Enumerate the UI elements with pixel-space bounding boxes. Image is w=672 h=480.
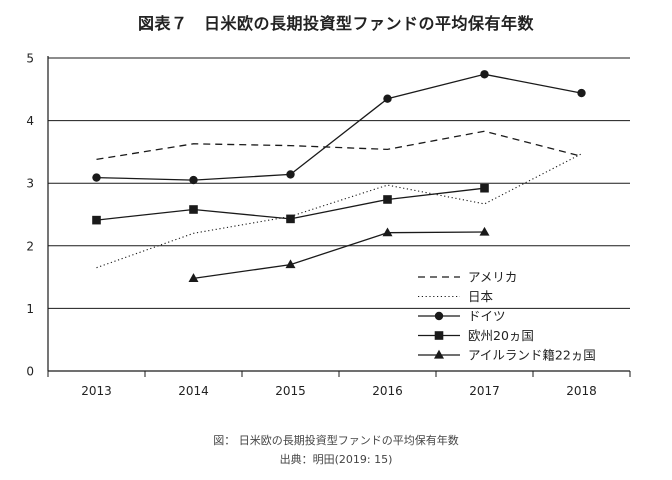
data-point-3-2014 — [189, 205, 198, 214]
x-tick-label-2018: 2018 — [566, 384, 597, 398]
data-point-2-2016 — [383, 94, 392, 103]
data-point-2-2018 — [577, 88, 586, 98]
x-tick-label-2015: 2015 — [275, 384, 306, 398]
legend-marker-3 — [434, 331, 444, 340]
y-tick-label-0: 0 — [26, 365, 34, 379]
data-point-3-2015 — [286, 214, 295, 224]
series-line-1 — [96, 153, 582, 269]
series-lines — [92, 70, 586, 282]
data-point-3-2013 — [92, 215, 101, 225]
data-point-3-2017 — [480, 183, 489, 193]
legend-label-2: ドイツ — [468, 309, 506, 324]
legend-marker-2 — [434, 311, 444, 321]
y-tick-label-5: 5 — [26, 52, 34, 66]
data-point-2-2014 — [189, 175, 198, 185]
data-point-2-2013 — [92, 173, 101, 182]
legend-label-1: 日本 — [468, 289, 494, 304]
grid-lines — [48, 57, 630, 309]
data-point-4-2017 — [479, 226, 490, 236]
legend-label-4: アイルランド籍22ヵ国 — [468, 348, 596, 363]
series-line-2 — [96, 73, 582, 181]
figure-source: 出典：明田(2019: 15) — [279, 453, 393, 466]
series-line-4 — [193, 231, 485, 280]
data-point-2-2017 — [480, 70, 489, 79]
legend-label-3: 欧州20ヵ国 — [468, 328, 534, 343]
y-tick-label-2: 2 — [26, 239, 34, 253]
legend-marker-4 — [434, 349, 444, 359]
data-point-4-2015 — [285, 259, 296, 269]
data-point-4-2014 — [188, 273, 199, 282]
chart-title: 図表７ 日米欧の長期投資型ファンドの平均保有年数 — [137, 14, 534, 33]
y-tick-label-1: 1 — [26, 302, 34, 316]
series-line-0 — [96, 130, 582, 161]
x-tick-label-2017: 2017 — [469, 384, 500, 398]
x-tick-label-2014: 2014 — [178, 384, 209, 398]
y-tick-label-3: 3 — [26, 177, 34, 191]
data-point-2-2015 — [286, 170, 295, 179]
figure-caption: 図： 日米欧の長期投資型ファンドの平均保有年数 — [213, 434, 459, 447]
data-point-3-2016 — [383, 195, 392, 204]
axes: 0 1 2 3 4 5 2013 2014 2015 2016 2017 2018 — [26, 52, 631, 398]
x-tick-label-2016: 2016 — [372, 384, 403, 398]
legend-label-0: アメリカ — [468, 270, 517, 285]
data-point-4-2016 — [382, 227, 393, 237]
x-tick-label-2013: 2013 — [81, 384, 112, 398]
y-tick-label-4: 4 — [26, 114, 34, 128]
